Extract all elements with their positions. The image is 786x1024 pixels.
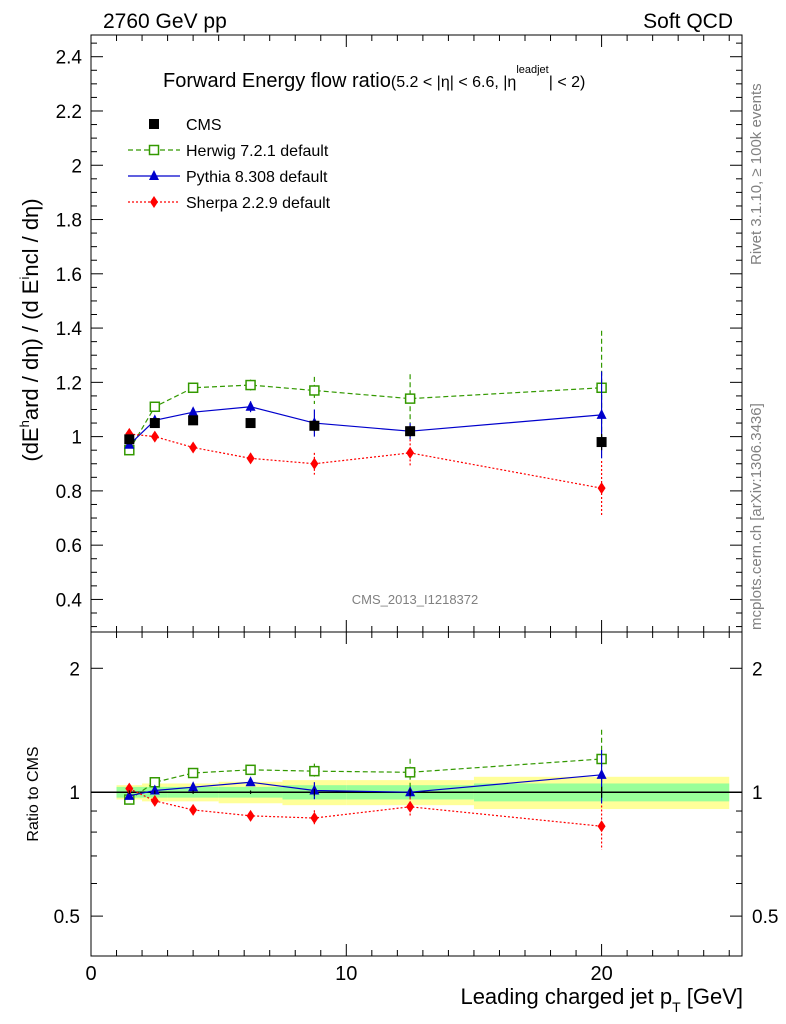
sherpa-point	[310, 457, 319, 470]
analysis-watermark: CMS_2013_I1218372	[352, 592, 479, 607]
sherpa-ratio-point	[597, 820, 606, 833]
cms-point	[149, 418, 160, 429]
cms-point	[596, 437, 607, 448]
pythia-ratio-point	[149, 784, 160, 795]
herwig-point	[245, 379, 256, 391]
herwig-point	[404, 393, 416, 404]
sherpa-point	[150, 430, 159, 443]
y-tick-label: 1.8	[56, 211, 82, 232]
x-tick-label: 0	[85, 963, 96, 985]
legend: CMS Herwig 7.2.1 default Pythia 8.308 defa…	[128, 117, 331, 212]
pythia-point	[245, 400, 256, 411]
herwig-ratio-point	[404, 767, 416, 778]
pythia-ratio-point	[124, 789, 135, 800]
herwig-ratio-point	[187, 767, 199, 779]
y-axis-label-part2: ard / dη) / (d E	[18, 280, 43, 421]
legend-pythia-marker	[149, 170, 159, 180]
pythia-ratio-point	[596, 768, 607, 779]
legend-sherpa-marker	[150, 196, 158, 208]
plot-title-sup: leadjet	[516, 64, 548, 76]
pythia-ratio-point	[188, 781, 199, 792]
sherpa-point	[189, 441, 198, 454]
y-axis-label-sup2: i	[17, 277, 32, 280]
legend-cms-label: CMS	[186, 117, 222, 134]
y-axis-label: (dEhard / dη) / (d Eincl / dη)	[17, 198, 43, 461]
y-tick-label: 1.2	[56, 373, 82, 394]
y-axis-label-sup1: h	[17, 420, 32, 427]
y-axis-label-part1: (dE	[18, 427, 43, 461]
y-tick-label: 2.4	[56, 48, 83, 69]
y-tick-label: 0.4	[56, 590, 83, 611]
x-tick-label: 20	[590, 963, 612, 985]
y-axis-label-part3: ncl / dη)	[18, 198, 43, 276]
pythia-point	[596, 408, 607, 419]
herwig-ratio-point	[245, 764, 256, 776]
x-axis-label-main: Leading charged jet p	[460, 984, 672, 1009]
sherpa-line	[129, 433, 602, 489]
ratio-y-axis-label: Ratio to CMS	[25, 746, 42, 841]
plot-title-main: Forward Energy flow ratio	[163, 70, 391, 92]
legend-herwig-label: Herwig 7.2.1 default	[186, 143, 329, 160]
mcplots-reference-label: mcplots.cern.ch [arXiv:1306.3436]	[748, 403, 765, 630]
sherpa-ratio-point	[246, 809, 255, 822]
axes: 0 10 20 0.4 0.6 0.8 1 1.2 1.4 1.6 1.8 2 2.2 2.4 0.5 0.5…	[54, 35, 778, 985]
ratio-plot-data	[124, 729, 607, 850]
ratio-y-tick-label-right: 2	[752, 659, 763, 680]
sherpa-ratio-point	[310, 812, 319, 825]
sherpa-ratio-point	[125, 782, 134, 795]
sherpa-ratio-point	[406, 800, 415, 813]
y-tick-label: 1.4	[56, 319, 83, 340]
legend-cms-marker	[149, 119, 159, 129]
ratio-y-tick-label-left: 1	[69, 783, 80, 804]
pythia-line	[128, 406, 602, 446]
ratio-y-tick-label-left: 2	[69, 659, 80, 680]
sherpa-point	[406, 446, 415, 459]
plot-title: Forward Energy flow ratio(5.2 < |η| < 6.…	[163, 64, 585, 92]
herwig-point	[149, 401, 161, 413]
x-axis-label: Leading charged jet pT [GeV]	[460, 984, 743, 1015]
sherpa-point	[597, 482, 606, 495]
cms-point	[309, 420, 320, 431]
y-tick-label: 1.6	[56, 265, 82, 286]
rivet-version-label: Rivet 3.1.10, ≥ 100k events	[748, 83, 765, 265]
sherpa-ratio-point	[189, 803, 198, 816]
ratio-plot-frame	[90, 631, 743, 957]
ratio-y-tick-label-right: 0.5	[752, 907, 778, 928]
y-tick-label: 1	[71, 428, 82, 449]
y-tick-label: 0.8	[56, 482, 82, 503]
herwig-point	[187, 382, 199, 394]
pythia-ratio-point	[245, 776, 256, 787]
sherpa-point	[246, 452, 255, 465]
legend-pythia-label: Pythia 8.308 default	[186, 169, 328, 186]
herwig-point	[309, 385, 320, 396]
legend-herwig-marker	[148, 144, 160, 156]
x-tick-label: 10	[335, 963, 357, 985]
cms-point	[405, 426, 416, 437]
cms-point	[124, 434, 135, 445]
header-category-label: Soft QCD	[643, 10, 733, 33]
plot-title-suffix: (5.2 < |η| < 6.6, |η	[391, 74, 516, 91]
y-tick-label: 2	[71, 156, 82, 177]
legend-sherpa-label: Sherpa 2.2.9 default	[186, 195, 331, 212]
pythia-point	[188, 406, 199, 417]
plot-title-end: | < 2)	[549, 74, 586, 91]
ratio-y-tick-label-left: 0.5	[54, 907, 80, 928]
ratio-y-tick-label-right: 1	[752, 783, 763, 804]
herwig-line	[128, 384, 602, 451]
herwig-ratio-point	[309, 765, 320, 777]
cms-point	[188, 415, 199, 426]
x-axis-label-sub: T	[672, 999, 681, 1015]
sherpa-ratio-point	[150, 794, 159, 807]
y-tick-label: 2.2	[56, 102, 82, 123]
y-tick-label: 0.6	[56, 536, 82, 557]
cms-point	[245, 418, 256, 429]
header-collision-label: 2760 GeV pp	[103, 10, 227, 33]
x-axis-label-unit: [GeV]	[681, 984, 743, 1009]
main-plot-data	[124, 330, 607, 516]
